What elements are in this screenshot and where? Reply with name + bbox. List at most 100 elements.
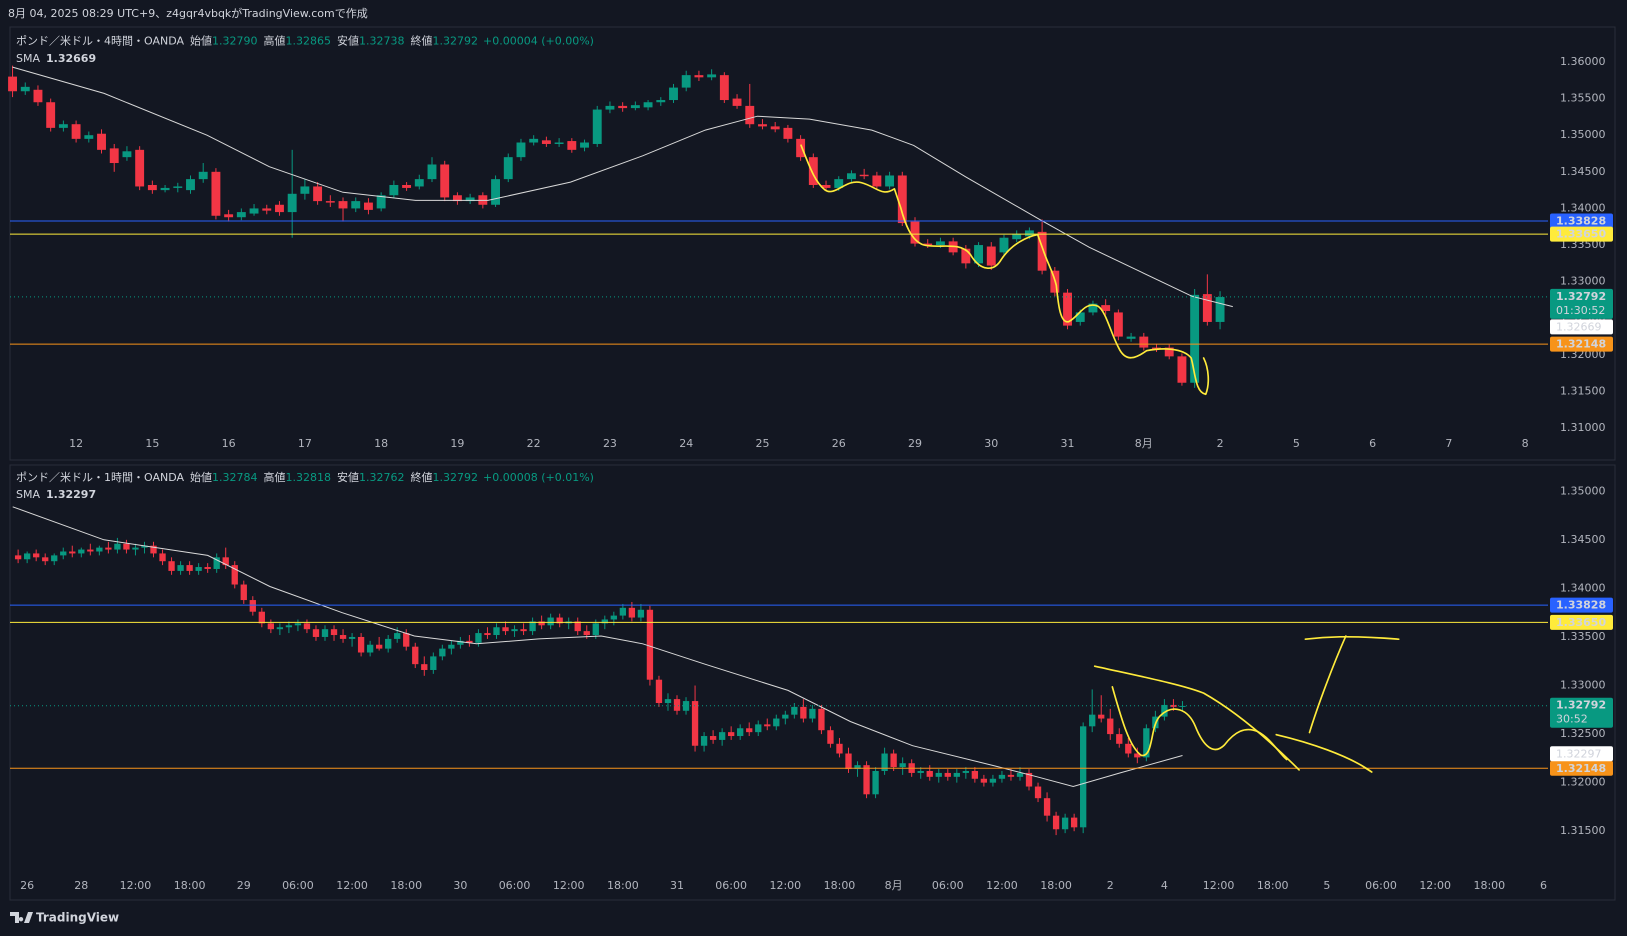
candle-body [1190,294,1200,383]
x-tick-label: 12:00 [769,879,801,892]
x-tick-label: 31 [670,879,684,892]
x-tick-label: 25 [755,437,769,450]
candle-body [14,555,22,560]
candle-body [366,644,374,653]
candle-body [605,105,615,110]
candle-body [58,124,68,128]
indicator-value: 1.32297 [46,488,96,501]
candle-body [249,208,259,214]
candle-body [694,75,704,78]
candle-body [357,636,365,653]
x-tick-label: 18:00 [824,879,856,892]
candle-body [1143,728,1150,758]
candle-body [275,204,284,213]
freehand-drawing [1111,686,1288,761]
candle-body [363,202,373,210]
candle-body [1126,336,1136,339]
candle-body [1007,774,1015,777]
candle-body [33,89,43,103]
x-tick-label: 15 [145,437,159,450]
candle-body [287,193,297,213]
candle-body [709,736,717,740]
candle-body [872,770,879,795]
candle-body [493,627,500,636]
ohlc-label: 終値 [411,34,433,48]
change: +0.00008 (+0.01%) [483,471,594,484]
candle-body [782,714,789,719]
candle-body [69,551,76,554]
candle-body [258,611,265,624]
candle-body [910,221,920,244]
candle-body [224,214,234,218]
candle-body [538,621,545,626]
candle-body [592,623,599,636]
symbol: ポンド／米ドル・4時間・OANDA [16,35,184,48]
candle-body [294,623,302,626]
candle-body [1034,786,1042,799]
candle-body [541,140,551,144]
indicator-header: SMA 1.32297 [16,488,96,501]
candle-body [427,164,437,180]
price-level-label: 1.33828 [1556,215,1606,228]
price-level-label: 1.33828 [1556,599,1606,612]
candle-body [1075,312,1085,322]
candle-body [986,246,996,266]
candle-body [1012,234,1022,240]
candle-body [818,708,825,731]
candle-body [276,627,284,630]
footer: TradingView [10,911,119,925]
candle-body [173,186,183,188]
caption: 8月 04, 2025 08:29 UTC+9、z4gqr4vbqkがTradi… [8,6,368,20]
y-tick-label: 1.33000 [1560,679,1606,692]
candle-body [926,770,933,777]
candle-body [186,179,195,191]
last-price-label: 1.32792 [1556,290,1606,303]
x-tick-label: 24 [679,437,693,450]
candle-body [821,184,831,188]
candle-body [8,76,17,92]
candle-body [836,743,843,754]
candle-body [267,623,275,630]
x-tick-label: 06:00 [715,879,747,892]
candle-body [872,175,882,187]
x-tick-label: 23 [603,437,617,450]
candle-body [33,553,40,558]
candle-body [249,600,256,612]
ohlc-value: 1.32792 [433,35,479,48]
candle-body [394,633,401,639]
candle-body [881,753,888,771]
candle-body [809,708,816,719]
candle-body [791,706,798,715]
x-tick-label: 26 [832,437,846,450]
x-tick-label: 4 [1161,879,1168,892]
candle-body [783,127,793,139]
candle-body [567,141,577,150]
candle-body [619,607,627,616]
candle-body [1025,772,1033,787]
x-tick-label: 30 [984,437,998,450]
candle-body [1177,356,1187,383]
x-tick-label: 31 [1061,437,1075,450]
freehand-drawing [800,144,1210,396]
candle-body [863,765,870,795]
candle-body [475,633,482,643]
x-tick-label: 8月 [1135,437,1153,450]
candle-body [484,633,491,636]
candle-body [300,186,310,194]
x-tick-label: 06:00 [282,879,314,892]
candle-body [547,617,554,626]
candle-body [520,629,527,632]
x-tick-label: 19 [450,437,464,450]
candle-body [511,629,518,632]
candle-body [457,640,464,645]
candle-body [448,644,455,649]
candle-body [466,640,473,643]
candle-body [673,699,681,711]
candle-body [236,212,246,218]
x-tick-label: 6 [1540,879,1547,892]
candle-body [231,565,238,585]
ohlc-label: 安値 [337,34,359,48]
change: +0.00004 (+0.00%) [483,35,594,48]
candle-body [20,86,30,92]
candle-body [1113,312,1123,337]
